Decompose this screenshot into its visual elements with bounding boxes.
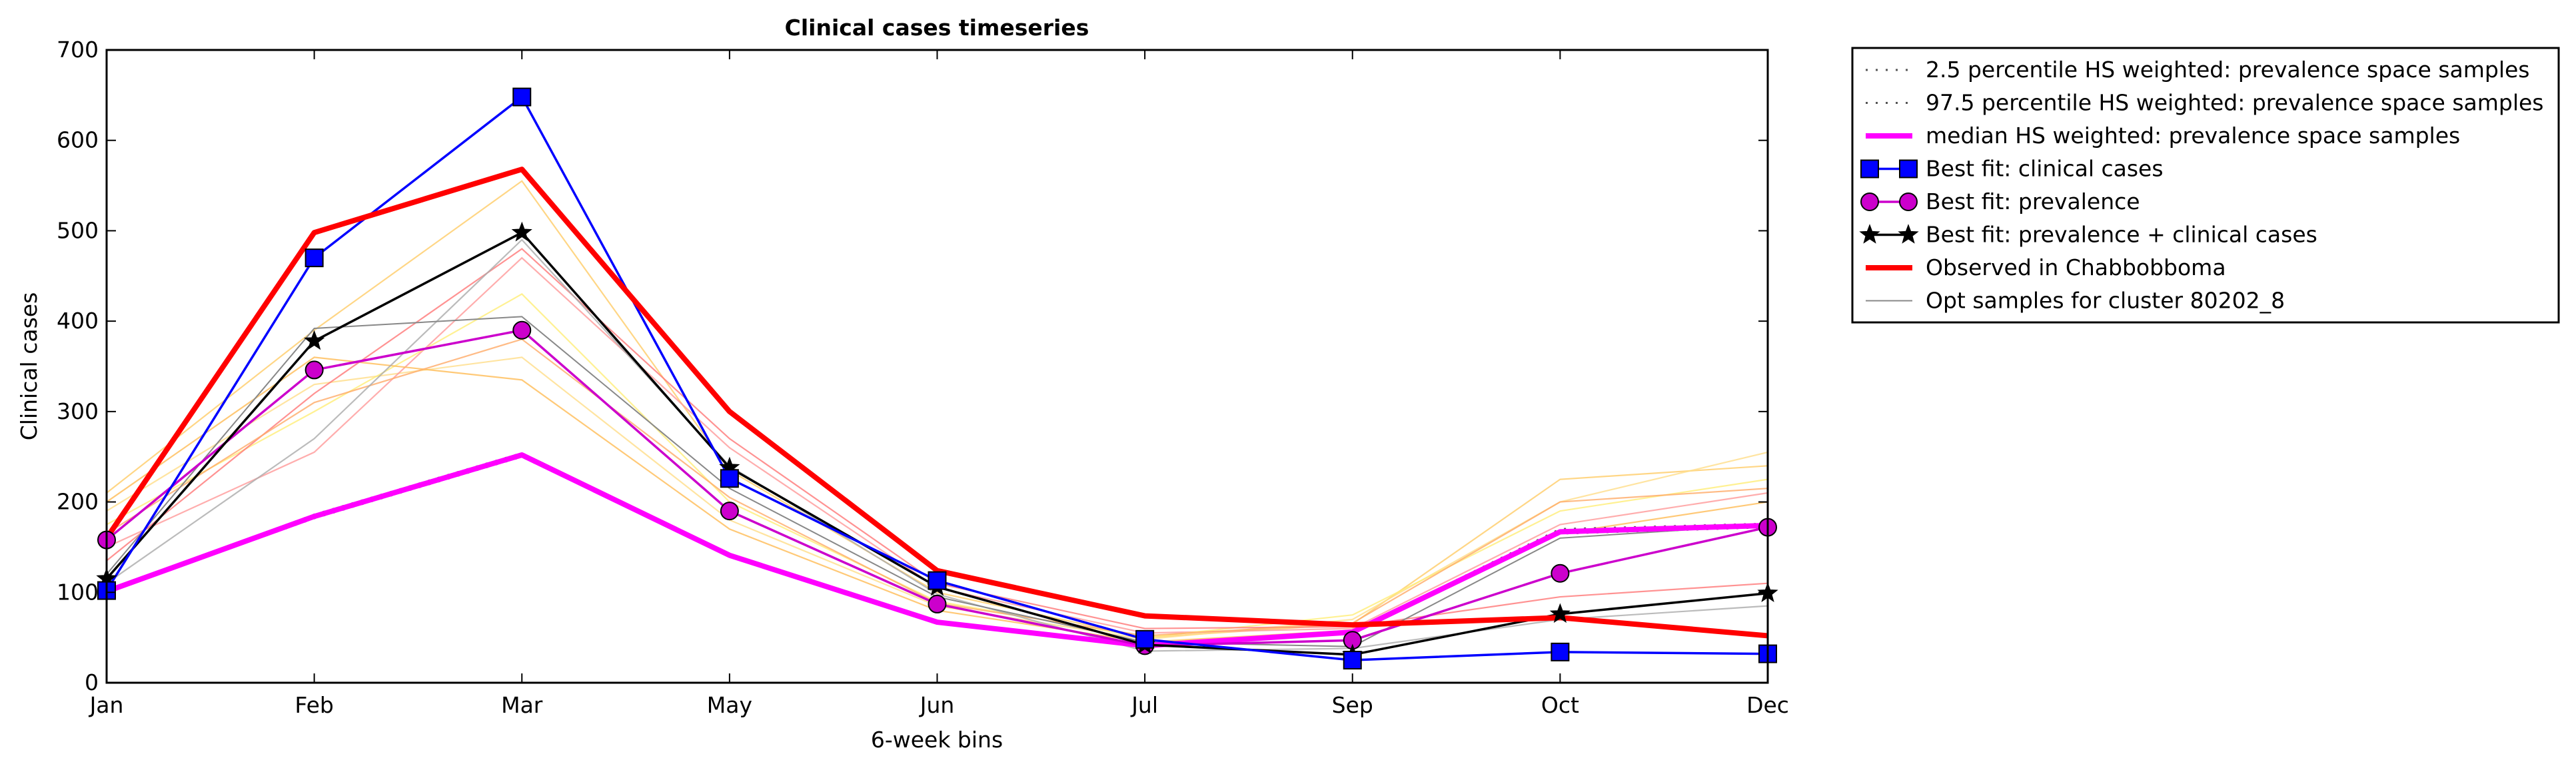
y-tick-label-700: 700 [57, 37, 99, 63]
x-tick-label-Dec: Dec [1746, 692, 1789, 718]
legend-label-8: Opt samples for cluster 80202_8 [1926, 288, 2285, 314]
background-sample-line-1 [106, 180, 1768, 639]
x-tick-label-Jun: Jun [919, 692, 955, 718]
series-5-point-8 [1551, 564, 1570, 583]
legend-label-7: Observed in Chabbobboma [1926, 254, 2226, 280]
series-4-point-4 [720, 469, 739, 488]
series-4-point-6 [1135, 629, 1155, 649]
x-tick-label-Sep: Sep [1332, 692, 1373, 718]
y-tick-label-0: 0 [85, 669, 99, 695]
legend-marker-5-a [1860, 193, 1879, 211]
series-6-point-2 [304, 330, 325, 350]
series-6-point-3 [511, 221, 532, 242]
y-axis: 0 100 200 300 400 500 600 700 [57, 37, 1768, 695]
x-tick-label-Mar: Mar [501, 692, 543, 718]
series-4-point-7 [1343, 651, 1362, 670]
legend-marker-5-b [1899, 193, 1918, 211]
x-tick-label-May: May [707, 692, 752, 718]
series-markers [96, 87, 1778, 670]
series-4-point-2 [305, 248, 324, 268]
legend-marker-6-a [1859, 224, 1880, 244]
x-tick-label-Jan: Jan [89, 692, 124, 718]
series-5-point-4 [720, 502, 739, 521]
y-tick-label-600: 600 [57, 127, 99, 153]
y-tick-label-200: 200 [57, 489, 99, 515]
background-sample-line-8 [106, 238, 1768, 652]
y-tick-label-300: 300 [57, 398, 99, 424]
x-tick-label-Oct: Oct [1541, 692, 1579, 718]
legend-frame [1851, 47, 2560, 324]
y-axis-title: Clinical cases [16, 292, 42, 441]
legend-label-6: Best fit: prevalence + clinical cases [1926, 222, 2317, 248]
x-axis-title: 6-week bins [871, 727, 1003, 753]
chart-title: Clinical cases timeseries [785, 15, 1089, 41]
x-tick-label-Jul: Jul [1130, 692, 1158, 718]
series-5-point-5 [928, 594, 947, 613]
series-4-point-5 [928, 571, 947, 590]
legend-label-1: 2.5 percentile HS weighted: prevalence s… [1926, 57, 2530, 83]
series-4-point-3 [512, 87, 532, 107]
series-6-point-8 [1549, 603, 1571, 623]
x-tick-label-Feb: Feb [295, 692, 333, 718]
y-tick-label-100: 100 [57, 579, 99, 605]
series-5-point-3 [512, 320, 532, 340]
legend: 2.5 percentile HS weighted: prevalence s… [1851, 47, 2560, 324]
legend-label-2: 97.5 percentile HS weighted: prevalence … [1926, 90, 2544, 116]
series-4-point-8 [1551, 642, 1570, 661]
series-5-point-2 [305, 360, 324, 380]
x-axis: Jan Feb Mar May Jun Jul Sep Oct Dec [89, 50, 1789, 718]
legend-marker-6-b [1898, 224, 1919, 244]
series-line-7 [104, 167, 1768, 639]
legend-label-4: Best fit: clinical cases [1926, 156, 2164, 182]
series-line-3 [105, 452, 1768, 649]
legend-label-5: Best fit: prevalence [1926, 189, 2140, 214]
y-tick-label-500: 500 [57, 217, 99, 243]
y-tick-label-400: 400 [57, 308, 99, 334]
legend-marker-4-b [1899, 159, 1918, 179]
legend-marker-4-a [1860, 159, 1879, 179]
legend-label-3: median HS weighted: prevalence space sam… [1926, 123, 2460, 149]
